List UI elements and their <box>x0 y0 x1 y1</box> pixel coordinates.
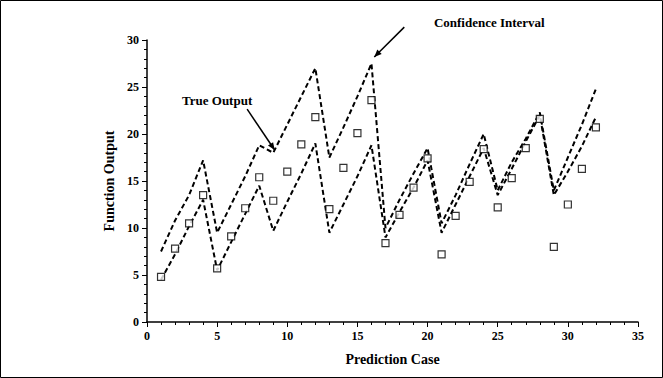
svg-text:35: 35 <box>632 329 644 343</box>
svg-text:25: 25 <box>127 80 139 94</box>
svg-text:20: 20 <box>127 127 139 141</box>
svg-text:Function Output: Function Output <box>102 130 117 231</box>
svg-text:5: 5 <box>214 329 220 343</box>
svg-text:10: 10 <box>127 221 139 235</box>
svg-text:25: 25 <box>492 329 504 343</box>
svg-text:20: 20 <box>422 329 434 343</box>
svg-text:True Output: True Output <box>182 93 253 108</box>
svg-text:30: 30 <box>127 33 139 47</box>
svg-text:15: 15 <box>351 329 363 343</box>
svg-text:30: 30 <box>562 329 574 343</box>
svg-text:0: 0 <box>133 315 139 329</box>
svg-text:15: 15 <box>127 174 139 188</box>
svg-text:10: 10 <box>281 329 293 343</box>
svg-text:5: 5 <box>133 268 139 282</box>
svg-text:0: 0 <box>144 329 150 343</box>
svg-text:Confidence Interval: Confidence Interval <box>434 15 545 30</box>
svg-text:Prediction Case: Prediction Case <box>345 352 439 367</box>
